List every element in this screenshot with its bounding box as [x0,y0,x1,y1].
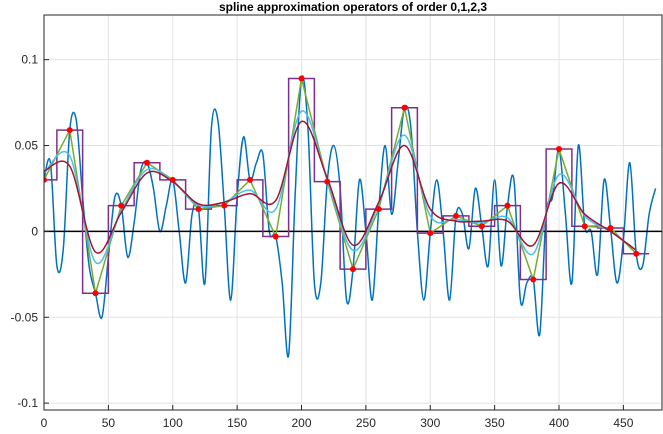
sample-point [478,223,485,230]
sample-point [169,176,176,183]
sample-point [66,127,73,134]
y-tick-label: -0.1 [17,396,38,410]
sample-point [195,206,202,213]
sample-point [324,178,331,185]
x-tick-label: 150 [227,416,247,430]
sample-point [453,212,459,219]
x-tick-label: 0 [41,416,48,430]
sample-point [530,276,537,283]
sample-point [247,176,253,183]
y-tick-label: 0 [31,224,38,238]
axes-box [43,14,663,411]
sample-point [607,224,614,231]
x-tick-label: 300 [420,416,440,430]
labels: 0 50 100 150 200 250 300 350 400 450 -0.1 -0.05 0 0.0… [11,53,634,430]
x-tick-label: 250 [356,416,376,430]
sample-point [581,223,588,230]
sample-point [401,104,408,111]
series-line [44,78,637,294]
x-tick-label: 400 [549,416,569,430]
sample-point [633,250,640,257]
sample-point [118,202,125,209]
sample-point [92,290,99,297]
marks [44,75,662,358]
plot-area [44,15,662,410]
sample-point [298,75,305,82]
x-tick-label: 50 [102,416,116,430]
y-tick-label: -0.05 [11,310,39,324]
x-tick-label: 100 [163,416,183,430]
sample-point [44,176,47,183]
x-tick-label: 450 [613,416,633,430]
y-tick-label: 0.1 [21,53,38,67]
y-tick-label: 0.05 [15,139,39,153]
series-line [44,110,637,265]
sample-point [556,145,562,152]
sample-point [272,233,279,240]
sample-point [221,202,228,209]
sample-point [144,159,150,166]
series-line [44,120,637,254]
sample-point [375,206,382,213]
chart-title: spline approximation operators of order … [219,0,487,14]
sample-point [350,266,356,273]
x-tick-label: 200 [291,416,311,430]
sample-point [427,230,434,237]
x-tick-label: 350 [485,416,505,430]
sample-point [504,202,511,209]
